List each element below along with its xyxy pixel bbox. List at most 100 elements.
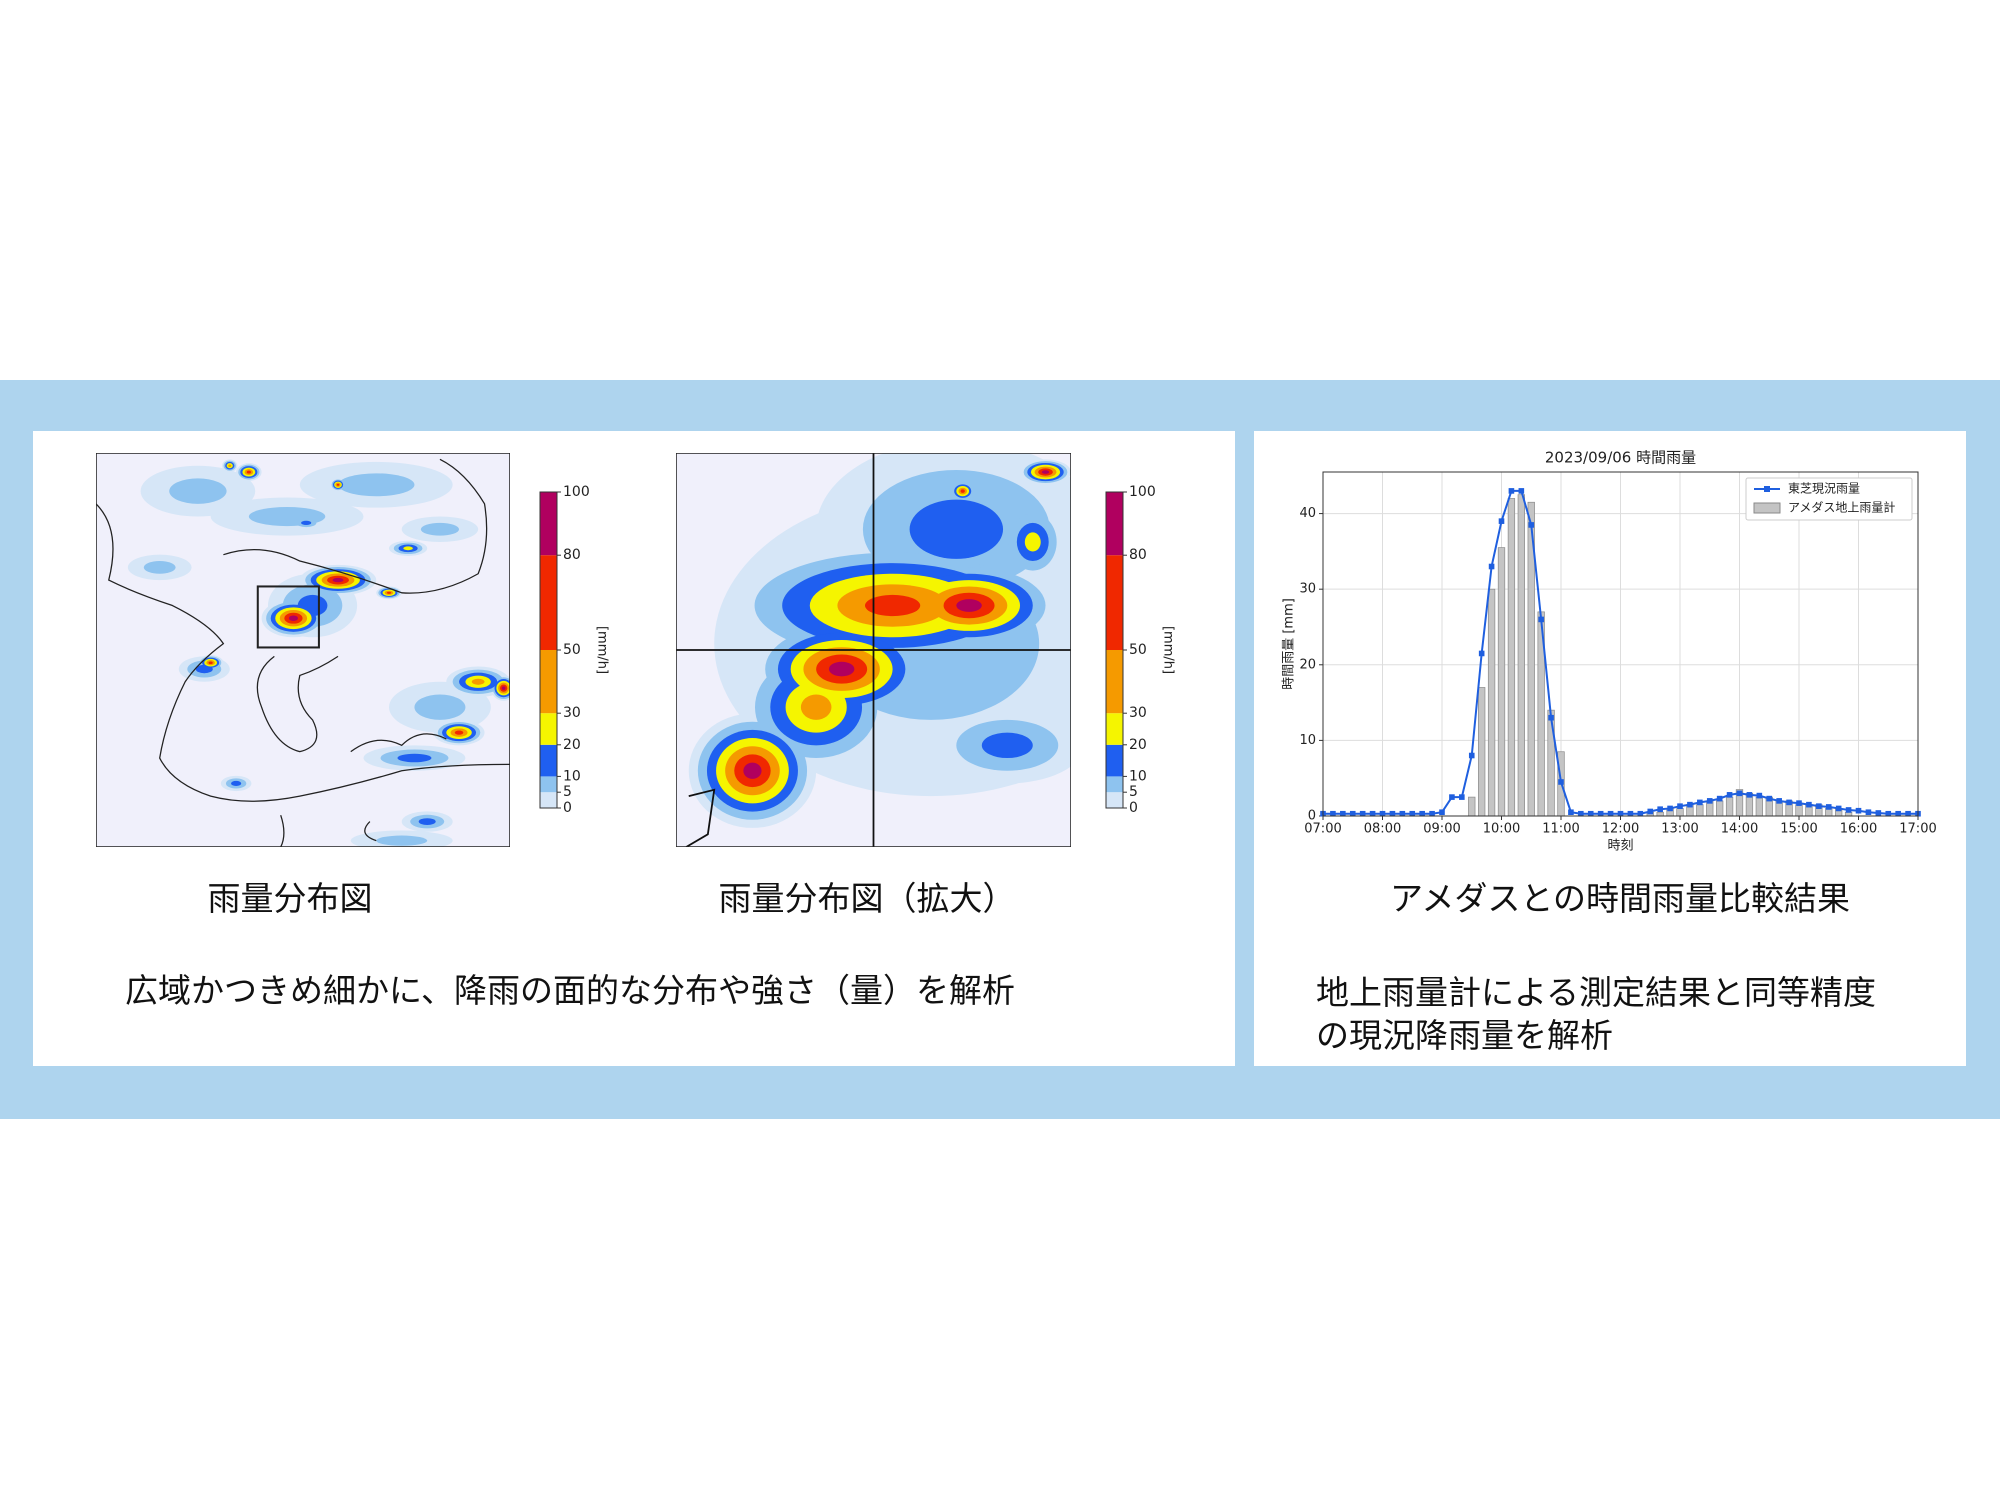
colorbar-tick-label: 30 [1129, 705, 1147, 721]
rain-area [338, 473, 415, 497]
bar [1656, 811, 1664, 817]
marker [1578, 810, 1584, 817]
marker [1726, 792, 1733, 798]
colorbar-segment [540, 744, 557, 777]
marker [1568, 809, 1574, 816]
x-tick-label: 08:00 [1364, 822, 1401, 837]
colorbar-tick-label: 20 [563, 737, 581, 753]
y-tick-label: 30 [1299, 582, 1316, 597]
colorbar-tick-label: 0 [563, 800, 572, 816]
marker [1439, 809, 1445, 816]
map-caption: 雨量分布図（拡大） [718, 879, 1016, 918]
marker [1518, 488, 1525, 494]
bar [1487, 588, 1496, 817]
x-tick-label: 12:00 [1602, 822, 1639, 837]
colorbar-label: [mm/h] [1161, 626, 1176, 674]
marker [1746, 792, 1753, 798]
legend-swatch [1764, 486, 1770, 492]
marker [1895, 810, 1901, 817]
rain-area [420, 522, 460, 536]
colorbar-segment [540, 776, 557, 793]
marker [1697, 799, 1703, 806]
marker [1508, 488, 1515, 494]
marker [1885, 810, 1892, 817]
marker [1825, 804, 1832, 810]
marker [1369, 810, 1376, 817]
y-axis-label: 時間雨量 [mm] [1282, 598, 1297, 690]
colorbar-tick-label: 80 [563, 547, 581, 563]
chart-title: 2023/09/06 時間雨量 [1545, 449, 1696, 467]
colorbar-segment [1106, 792, 1123, 808]
marker [1657, 806, 1663, 812]
marker [1855, 807, 1862, 814]
marker [1359, 810, 1366, 817]
bar [1507, 498, 1516, 817]
x-tick-label: 17:00 [1899, 822, 1936, 837]
rain-map-zoom [676, 453, 1071, 847]
legend-box [1745, 477, 1913, 521]
bar [1716, 800, 1724, 817]
rain-area [169, 478, 227, 504]
x-tick-label: 07:00 [1304, 822, 1341, 837]
marker [1587, 810, 1594, 817]
bar [1468, 796, 1476, 817]
legend-swatch [1753, 502, 1781, 514]
rain-map [96, 453, 510, 847]
marker [1468, 752, 1475, 759]
y-tick-label: 40 [1299, 506, 1316, 521]
marker [1835, 805, 1842, 812]
marker [1349, 810, 1356, 817]
bar [1478, 687, 1486, 817]
colorbar-tick-label: 5 [1129, 784, 1138, 800]
map-caption: 雨量分布図 [207, 879, 373, 918]
rain-area [1041, 470, 1050, 474]
marker [1528, 522, 1535, 528]
marker [1786, 799, 1792, 806]
rain-area [828, 661, 855, 677]
colorbar-tick-label: 80 [1129, 547, 1147, 563]
x-tick-label: 16:00 [1840, 822, 1877, 837]
bar [1517, 494, 1525, 817]
y-tick-label: 20 [1299, 657, 1316, 672]
marker [1667, 805, 1673, 812]
marker [1845, 807, 1852, 813]
marker [1905, 810, 1911, 817]
marker [1498, 518, 1505, 524]
marker [1796, 800, 1802, 806]
marker [1409, 810, 1416, 817]
rain-area [288, 615, 298, 621]
colorbar-segment [1106, 713, 1123, 745]
marker [1677, 803, 1683, 809]
rain-area [909, 499, 1004, 559]
marker [1379, 810, 1386, 817]
chart-caption: アメダスとの時間雨量比較結果 [1389, 879, 1851, 918]
colorbar-segment [1106, 555, 1123, 650]
map-summary: 広域かつきめ細かに、降雨の面的な分布や強さ（量）を解析 [125, 971, 1016, 1010]
x-tick-label: 09:00 [1423, 822, 1460, 837]
x-tick-label: 11:00 [1542, 822, 1579, 837]
rain-area [501, 686, 506, 690]
marker [1766, 795, 1773, 802]
x-tick-label: 10:00 [1483, 822, 1520, 837]
legend-label: 東芝現況雨量 [1788, 481, 1860, 496]
marker [1488, 563, 1495, 570]
marker [1627, 810, 1634, 817]
colorbar-tick-label: 10 [1129, 768, 1147, 784]
bar [1844, 811, 1853, 817]
bar [1497, 547, 1506, 817]
marker [1538, 616, 1544, 623]
marker [1330, 810, 1336, 817]
rain-area [143, 561, 176, 574]
marker [1459, 794, 1465, 800]
legend-label: アメダス地上雨量計 [1788, 500, 1895, 515]
marker [1449, 794, 1455, 800]
colorbar-tick-label: 5 [563, 784, 572, 800]
colorbar-tick-label: 50 [1129, 642, 1147, 658]
rain-area [336, 483, 340, 486]
colorbar-tick-label: 100 [563, 484, 590, 500]
marker [1687, 801, 1693, 808]
rain-area [418, 818, 436, 825]
colorbar-segment [540, 792, 557, 808]
